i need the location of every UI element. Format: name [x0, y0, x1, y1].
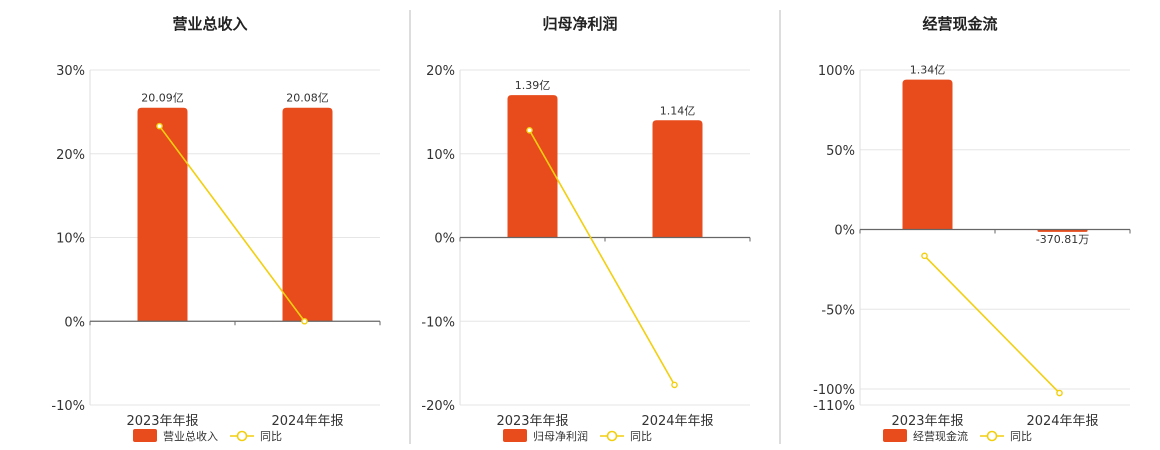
- y-tick-label: 0%: [834, 224, 855, 239]
- legend-swatch-marker: [986, 430, 998, 442]
- legend-swatch-bar: [133, 429, 157, 442]
- y-tick-label: 20%: [56, 148, 85, 163]
- bar: [137, 107, 188, 322]
- yoy-line: [158, 125, 306, 322]
- yoy-point: [1056, 389, 1063, 397]
- y-tick-label: -100%: [813, 383, 855, 398]
- legend-label-line: 同比: [260, 430, 282, 443]
- x-category-label: 2023年年报: [496, 414, 568, 429]
- legend-swatch-marker: [606, 430, 618, 442]
- y-tick-label: -10%: [421, 315, 455, 330]
- legend-swatch-bar: [883, 429, 907, 442]
- yoy-line: [923, 255, 1061, 394]
- legend-label-bar: 营业总收入: [163, 429, 218, 443]
- chart-title: 归母净利润: [542, 15, 617, 33]
- yoy-point: [671, 381, 678, 389]
- bar-value-label: 1.34亿: [910, 64, 946, 77]
- legend-label-bar: 归母净利润: [533, 429, 588, 443]
- y-tick-label: 10%: [426, 148, 455, 163]
- x-category-label: 2023年年报: [891, 414, 963, 429]
- bar-value-label: -370.81万: [1036, 233, 1089, 246]
- legend-label-line: 同比: [1010, 430, 1032, 443]
- y-tick-label: -10%: [51, 399, 85, 414]
- legend-swatch-bar: [503, 429, 527, 442]
- bar-value-label: 20.09亿: [141, 92, 184, 105]
- yoy-point: [156, 122, 163, 130]
- bar: [652, 120, 703, 238]
- x-category-label: 2024年年报: [271, 414, 343, 429]
- yoy-line: [528, 129, 676, 386]
- y-tick-label: -50%: [821, 303, 855, 318]
- y-tick-label: -110%: [813, 399, 855, 414]
- y-tick-label: 20%: [426, 64, 455, 79]
- y-tick-label: 10%: [56, 232, 85, 247]
- yoy-point: [301, 317, 308, 325]
- bar-value-label: 1.39亿: [515, 79, 551, 92]
- legend-swatch-marker: [236, 430, 248, 442]
- yoy-point: [921, 252, 928, 260]
- chart-title: 经营现金流: [922, 15, 997, 33]
- legend-label-line: 同比: [630, 430, 652, 443]
- y-tick-label: -20%: [421, 399, 455, 414]
- x-category-label: 2024年年报: [641, 414, 713, 429]
- yoy-point: [526, 127, 533, 134]
- y-tick-label: 30%: [56, 64, 85, 79]
- y-tick-label: 0%: [64, 315, 85, 330]
- y-tick-label: 50%: [826, 144, 855, 159]
- bar-value-label: 20.08亿: [286, 92, 329, 105]
- x-category-label: 2023年年报: [126, 414, 198, 429]
- x-category-label: 2024年年报: [1026, 414, 1098, 429]
- bar: [282, 107, 333, 322]
- legend-label-bar: 经营现金流: [913, 429, 968, 443]
- y-tick-label: 0%: [434, 232, 455, 247]
- bar: [507, 95, 558, 238]
- bar: [902, 79, 953, 230]
- chart-title: 营业总收入: [172, 15, 247, 33]
- bar-value-label: 1.14亿: [660, 104, 696, 117]
- y-tick-label: 100%: [818, 64, 855, 79]
